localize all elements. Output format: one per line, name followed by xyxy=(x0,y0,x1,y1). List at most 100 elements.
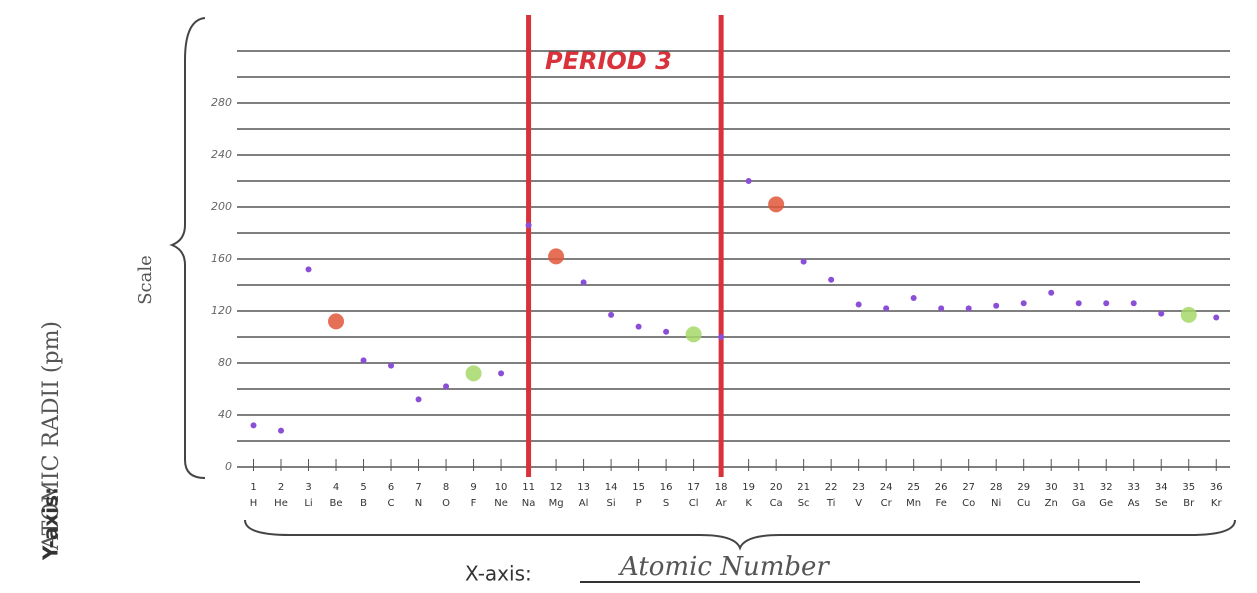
point xyxy=(1103,300,1109,306)
point xyxy=(966,305,972,311)
point xyxy=(1048,290,1054,296)
element-label: H xyxy=(250,498,258,509)
element-label: Br xyxy=(1183,498,1195,509)
point xyxy=(1181,307,1197,323)
x-tick-label: 5 xyxy=(360,482,366,493)
chart: ATOMIC RADII (pm) Y-axis: Scale X-axis: … xyxy=(0,0,1257,589)
y-tick-label: 200 xyxy=(211,200,232,213)
point xyxy=(768,196,784,212)
x-tick-label: 25 xyxy=(907,482,920,493)
point xyxy=(883,305,889,311)
point xyxy=(911,295,917,301)
point xyxy=(663,329,669,335)
element-label: He xyxy=(274,498,288,509)
element-label: Ni xyxy=(991,498,1001,509)
point xyxy=(1021,300,1027,306)
x-axis-prefix: X-axis: xyxy=(465,562,532,586)
x-tick-label: 19 xyxy=(742,482,755,493)
point xyxy=(608,312,614,318)
element-label: Cu xyxy=(1017,498,1030,509)
x-tick-label: 1 xyxy=(250,482,256,493)
element-label: Ge xyxy=(1099,498,1113,509)
element-label: O xyxy=(442,498,450,509)
element-label: Al xyxy=(579,498,589,509)
element-label: Ti xyxy=(826,498,836,509)
point xyxy=(498,370,504,376)
x-tick-label: 34 xyxy=(1155,482,1168,493)
element-label: F xyxy=(471,498,477,509)
x-tick-label: 32 xyxy=(1100,482,1113,493)
element-label: Mn xyxy=(906,498,921,509)
point xyxy=(361,357,367,363)
x-tick-label: 18 xyxy=(715,482,728,493)
x-tick-label: 8 xyxy=(443,482,449,493)
element-label: Na xyxy=(522,498,536,509)
y-tick-label: 120 xyxy=(211,304,232,317)
point xyxy=(466,365,482,381)
x-tick-label: 29 xyxy=(1017,482,1030,493)
element-label: Mg xyxy=(549,498,564,509)
x-tick-label: 33 xyxy=(1127,482,1140,493)
point xyxy=(718,334,724,340)
element-label: As xyxy=(1128,498,1140,509)
x-tick-label: 36 xyxy=(1210,482,1223,493)
element-label: N xyxy=(415,498,422,509)
x-tick-label: 13 xyxy=(577,482,590,493)
x-tick-label: 20 xyxy=(770,482,783,493)
x-tick-label: 35 xyxy=(1182,482,1195,493)
x-tick-label: 9 xyxy=(470,482,476,493)
element-label: Ga xyxy=(1072,498,1086,509)
brace xyxy=(172,18,205,478)
x-tick-label: 3 xyxy=(305,482,311,493)
x-tick-label: 24 xyxy=(880,482,893,493)
point xyxy=(1158,311,1164,317)
point xyxy=(801,259,807,265)
x-tick-label: 21 xyxy=(797,482,810,493)
x-tick-label: 2 xyxy=(278,482,284,493)
x-tick-label: 14 xyxy=(605,482,618,493)
point xyxy=(1213,315,1219,321)
y-tick-label: 240 xyxy=(211,148,232,161)
element-label: Zn xyxy=(1045,498,1058,509)
y-tick-label: 0 xyxy=(225,460,232,473)
element-label: Se xyxy=(1155,498,1168,509)
x-tick-label: 15 xyxy=(632,482,645,493)
x-tick-label: 11 xyxy=(522,482,535,493)
point xyxy=(856,302,862,308)
element-label: V xyxy=(855,498,862,509)
x-tick-label: 6 xyxy=(388,482,394,493)
element-label: Ar xyxy=(716,498,728,509)
point xyxy=(388,363,394,369)
element-label: Kr xyxy=(1211,498,1223,509)
point xyxy=(443,383,449,389)
x-tick-label: 12 xyxy=(550,482,563,493)
y-tick-label: 80 xyxy=(218,356,232,369)
x-tick-label: 31 xyxy=(1072,482,1085,493)
point xyxy=(328,313,344,329)
point xyxy=(828,277,834,283)
x-tick-label: 4 xyxy=(333,482,339,493)
point xyxy=(1131,300,1137,306)
y-tick-label: 280 xyxy=(211,96,232,109)
brace xyxy=(245,520,1235,548)
x-axis-label: Atomic Number xyxy=(618,552,830,582)
y-tick-label: 40 xyxy=(218,408,232,421)
point xyxy=(746,178,752,184)
element-label: Cl xyxy=(689,498,699,509)
element-label: B xyxy=(360,498,367,509)
point xyxy=(938,305,944,311)
point xyxy=(581,279,587,285)
element-label: K xyxy=(745,498,752,509)
element-label: Si xyxy=(607,498,616,509)
element-label: Co xyxy=(962,498,975,509)
x-tick-label: 30 xyxy=(1045,482,1058,493)
point xyxy=(636,324,642,330)
x-tick-label: 26 xyxy=(935,482,948,493)
scale-label: Scale xyxy=(135,255,156,305)
x-tick-label: 10 xyxy=(495,482,508,493)
point xyxy=(526,222,532,228)
element-label: Ne xyxy=(494,498,508,509)
element-label: Li xyxy=(304,498,312,509)
point xyxy=(416,396,422,402)
x-tick-label: 16 xyxy=(660,482,673,493)
